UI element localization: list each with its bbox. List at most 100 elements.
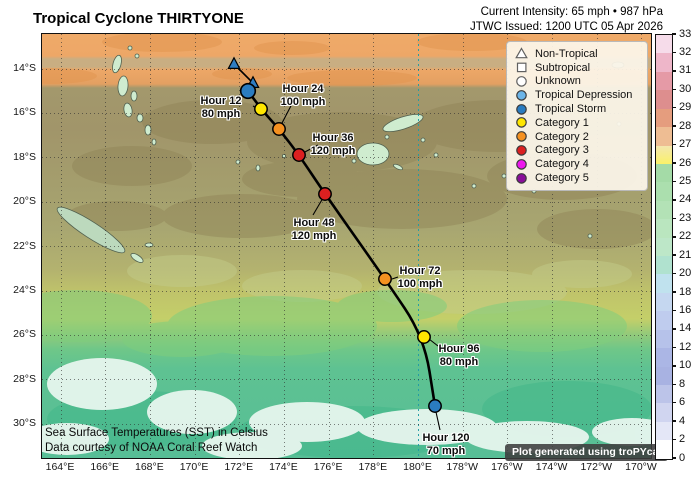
colorbar-tick — [672, 383, 676, 385]
circle-marker-icon — [514, 89, 528, 102]
legend-item: Category 4 — [514, 157, 641, 171]
colorbar-tick — [672, 309, 676, 312]
x-tick-label: 170°E — [179, 461, 209, 473]
colorbar-tick-label: 24 — [679, 193, 692, 206]
grid-line-vertical — [60, 34, 62, 458]
colorbar-tick-label: 25 — [679, 174, 692, 187]
legend-item: Unknown — [514, 75, 641, 89]
circle-marker-icon — [514, 75, 528, 88]
circle-marker-icon — [514, 158, 528, 171]
page-title: Tropical Cyclone THIRTYONE — [33, 10, 244, 27]
circle-marker-icon — [514, 144, 528, 157]
colorbar-tick — [672, 457, 676, 459]
grid-line-horizontal — [42, 290, 651, 292]
colorbar-tick — [672, 143, 676, 146]
grid-line-vertical — [641, 34, 643, 458]
colorbar-tick-label: 2 — [679, 433, 686, 446]
grid-line-vertical — [239, 34, 241, 458]
colorbar-tick-label: 4 — [679, 414, 686, 427]
track-label: Hour 48 120 mph — [285, 217, 343, 243]
sst-note-line2: Data courtesy of NOAA Coral Reef Watch — [45, 441, 258, 454]
colorbar-segment — [656, 421, 672, 441]
grid-line-vertical — [596, 34, 598, 458]
colorbar-tick-label: 21 — [679, 248, 692, 261]
x-tick-label: 166°E — [90, 461, 120, 473]
colorbar-tick — [672, 236, 676, 238]
header-info: Current Intensity: 65 mph • 987 hPa JTWC… — [470, 5, 663, 35]
y-tick-label: 24°S — [13, 284, 36, 296]
y-tick-label: 28°S — [13, 372, 36, 385]
colorbar-tick — [672, 70, 676, 72]
legend-item: Category 5 — [514, 171, 641, 185]
colorbar-segment — [656, 127, 672, 146]
grid-line-vertical — [105, 34, 107, 458]
credit-badge: Plot generated using troPYcal — [505, 444, 669, 461]
colorbar-tick-label: 8 — [679, 377, 686, 390]
grid-line-vertical — [373, 34, 375, 458]
legend-item: Non-Tropical — [514, 47, 641, 61]
y-tick-label: 22°S — [13, 239, 36, 252]
colorbar-tick-label: 29 — [679, 101, 692, 114]
grid-line-vertical — [462, 34, 464, 458]
colorbar-segment — [656, 385, 672, 404]
grid-line-vertical — [418, 34, 420, 458]
y-tick-label: 14°S — [13, 62, 36, 74]
legend-label: Category 1 — [535, 116, 589, 129]
track-label-hour: Hour 12 — [200, 95, 242, 107]
track-label-wind: 80 mph — [201, 108, 241, 121]
x-tick-label: 172°E — [224, 461, 254, 473]
x-tick-label: 180°E — [403, 461, 432, 473]
circle-marker-icon — [514, 130, 528, 143]
legend-item: Tropical Storm — [514, 102, 641, 116]
colorbar-tick-label: 31 — [679, 64, 692, 77]
track-label-wind: 100 mph — [397, 278, 443, 291]
x-tick-label: 174°E — [269, 461, 298, 473]
colorbar-tick-label: 28 — [679, 119, 692, 132]
colorbar-segment — [656, 256, 672, 275]
track-label-hour: Hour 96 — [438, 343, 480, 355]
colorbar-segment — [656, 53, 672, 72]
current-intensity-text: Current Intensity: 65 mph • 987 hPa — [480, 6, 663, 18]
colorbar-tick-label: 22 — [679, 230, 692, 243]
grid-line-vertical — [283, 34, 285, 458]
track-label: Hour 96 80 mph — [431, 343, 487, 369]
y-tick-label: 18°S — [13, 150, 36, 163]
track-label: Hour 12 80 mph — [192, 95, 250, 121]
colorbar-tick — [672, 199, 676, 201]
circle-marker-icon — [514, 103, 528, 116]
legend-label: Category 5 — [535, 172, 589, 185]
circle-marker-icon — [514, 172, 528, 185]
track-label: Hour 120 70 mph — [418, 432, 474, 458]
colorbar-segment — [656, 311, 672, 330]
colorbar-tick-label: 23 — [679, 211, 692, 224]
colorbar-segment — [656, 163, 672, 183]
circle-marker-icon — [514, 116, 528, 129]
colorbar-tick-label: 26 — [679, 156, 692, 169]
colorbar-tick — [672, 438, 676, 441]
storm-track — [227, 56, 442, 431]
legend-label: Tropical Storm — [535, 103, 607, 116]
colorbar-tick — [672, 106, 676, 109]
colorbar-segment — [656, 403, 672, 422]
colorbar-tick-label: 6 — [679, 396, 686, 409]
colorbar-tick — [672, 125, 676, 127]
issued-time-text: JTWC Issued: 1200 UTC 05 Apr 2026 — [469, 20, 663, 33]
grid-line-vertical — [507, 34, 509, 458]
grid-line-horizontal — [42, 334, 651, 336]
grid-line-horizontal — [42, 112, 651, 114]
colorbar-segment — [656, 90, 672, 109]
x-tick-label: 176°W — [491, 461, 523, 473]
colorbar — [655, 34, 673, 460]
colorbar-segment — [656, 71, 672, 91]
colorbar-tick-label: 16 — [679, 304, 692, 317]
track-label-hour: Hour 72 — [399, 265, 441, 277]
y-tick-label: 26°S — [13, 328, 36, 341]
legend-items: Non-Tropical Subtropical Unknown Tropical D… — [514, 47, 641, 185]
colorbar-segment — [656, 440, 672, 459]
colorbar-tick — [672, 162, 676, 164]
colorbar-segment — [656, 292, 672, 312]
legend-label: Category 2 — [535, 130, 589, 143]
track-label-hour: Hour 36 — [312, 132, 354, 144]
colorbar-segment — [656, 35, 672, 54]
track-label-wind: 100 mph — [280, 96, 326, 109]
